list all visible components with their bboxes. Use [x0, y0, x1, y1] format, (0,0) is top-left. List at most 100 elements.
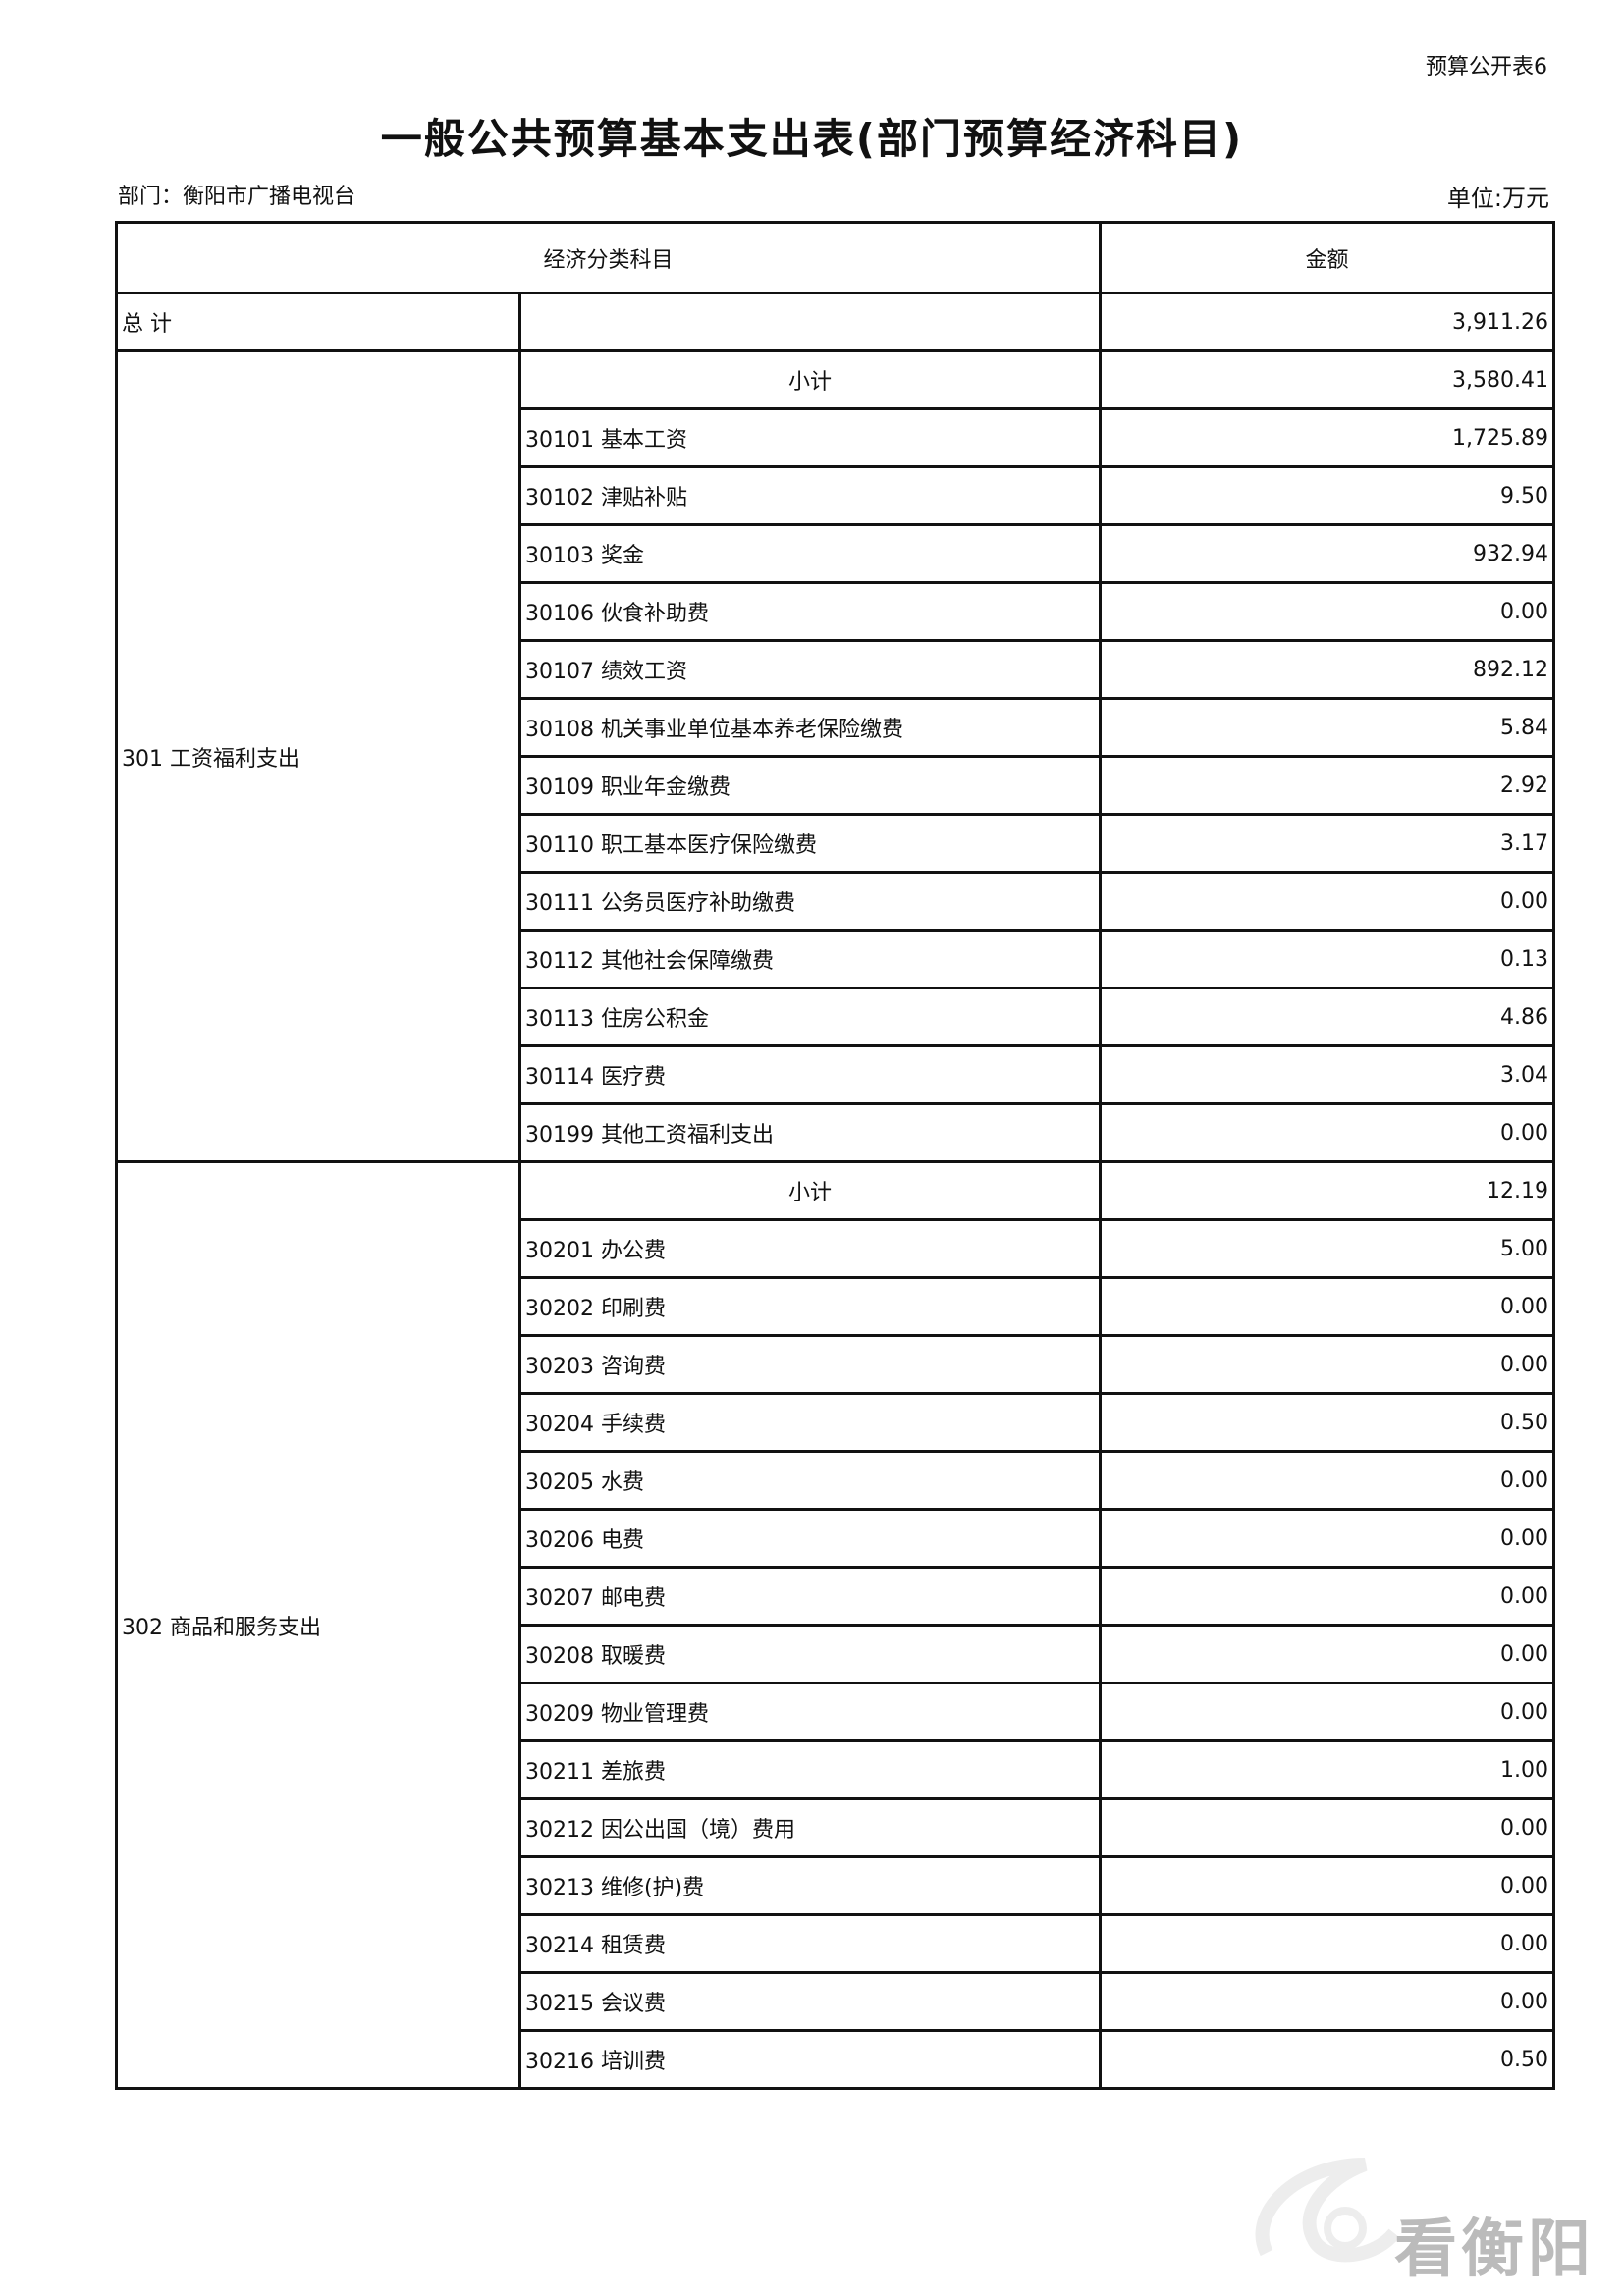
item-label: 30212 因公出国（境）费用	[517, 1797, 1103, 1858]
item-amount: 5.84	[1099, 697, 1556, 758]
table-row: 30208 取暖费 0.00	[117, 1624, 1556, 1684]
item-amount: 9.50	[1099, 465, 1556, 526]
item-label: 30206 电费	[517, 1508, 1103, 1569]
item-amount: 0.00	[1099, 1508, 1556, 1569]
table-row: 30202 印刷费 0.00	[117, 1276, 1556, 1337]
item-label: 30215 会议费	[517, 1971, 1103, 2032]
table-row: 30211 差旅费 1.00	[117, 1739, 1556, 1800]
table-row: 30101 基本工资 1,725.89	[117, 407, 1556, 468]
table-row: 30203 咨询费 0.00	[117, 1334, 1556, 1395]
item-label: 30114 医疗费	[517, 1044, 1103, 1105]
subtotal-row: 302 商品和服务支出 小计 12.19	[115, 1160, 1556, 2090]
table-row: 30113 住房公积金 4.86	[117, 987, 1556, 1047]
table-row: 30204 手续费 0.50	[117, 1392, 1556, 1453]
item-amount: 0.50	[1099, 1392, 1556, 1453]
item-amount: 0.00	[1099, 1913, 1556, 1974]
item-label: 30199 其他工资福利支出	[517, 1102, 1103, 1163]
item-amount: 0.13	[1099, 929, 1556, 989]
item-amount: 3.04	[1099, 1044, 1556, 1105]
item-amount: 0.00	[1099, 1971, 1556, 2032]
item-label: 30113 住房公积金	[517, 987, 1103, 1047]
form-number: 预算公开表6	[1426, 55, 1547, 80]
item-amount: 0.00	[1099, 581, 1556, 642]
item-label: 30209 物业管理费	[517, 1682, 1103, 1742]
watermark-text: 看衡阳	[1394, 2214, 1595, 2286]
item-amount: 932.94	[1099, 523, 1556, 584]
item-amount: 5.00	[1099, 1218, 1556, 1279]
table-row: 30205 水费 0.00	[117, 1450, 1556, 1511]
table-row: 30213 维修(护)费 0.00	[117, 1855, 1556, 1916]
item-label: 30102 津贴补贴	[517, 465, 1103, 526]
total-label: 总 计	[115, 292, 521, 352]
subtotal-amount: 12.19	[1099, 1160, 1556, 1221]
item-label: 30214 租赁费	[517, 1913, 1103, 1974]
table-row: 30212 因公出国（境）费用 0.00	[117, 1797, 1556, 1858]
table-row: 30201 办公费 5.00	[117, 1218, 1556, 1279]
item-label: 30202 印刷费	[517, 1276, 1103, 1337]
table-row: 30199 其他工资福利支出 0.00	[117, 1102, 1556, 1163]
item-label: 30112 其他社会保障缴费	[517, 929, 1103, 989]
subtotal-amount: 3,580.41	[1099, 349, 1556, 410]
item-label: 30110 职工基本医疗保险缴费	[517, 813, 1103, 874]
group-label: 301 工资福利支出	[115, 349, 521, 1163]
subtotal-label: 小计	[517, 349, 1103, 410]
table-row: 30102 津贴补贴 9.50	[117, 465, 1556, 526]
item-amount: 4.86	[1099, 987, 1556, 1047]
table-row: 30214 租赁费 0.00	[117, 1913, 1556, 1974]
unit-label: 单位:万元	[1446, 185, 1549, 212]
total-row: 总 计 3,911.26	[115, 292, 1556, 352]
item-amount: 0.50	[1099, 2029, 1556, 2090]
total-empty-cell	[517, 292, 1103, 352]
page-title: 一般公共预算基本支出表(部门预算经济科目)	[380, 115, 1244, 163]
item-label: 30207 邮电费	[517, 1566, 1103, 1627]
item-amount: 0.00	[1099, 1566, 1556, 1627]
item-amount: 892.12	[1099, 639, 1556, 700]
item-amount: 0.00	[1099, 1276, 1556, 1337]
table-row: 30206 电费 0.00	[117, 1508, 1556, 1569]
item-label: 30101 基本工资	[517, 407, 1103, 468]
item-label: 30205 水费	[517, 1450, 1103, 1511]
subtotal-row: 301 工资福利支出 小计 3,580.41	[115, 349, 1556, 1163]
item-label: 30216 培训费	[517, 2029, 1103, 2090]
total-amount: 3,911.26	[1099, 292, 1556, 352]
table-row: 30209 物业管理费 0.00	[117, 1682, 1556, 1742]
item-amount: 0.00	[1099, 1797, 1556, 1858]
table-row: 30108 机关事业单位基本养老保险缴费 5.84	[117, 697, 1556, 758]
item-label: 30213 维修(护)费	[517, 1855, 1103, 1916]
item-label: 30108 机关事业单位基本养老保险缴费	[517, 697, 1103, 758]
group-label: 302 商品和服务支出	[115, 1160, 521, 2090]
item-amount: 3.17	[1099, 813, 1556, 874]
item-amount: 0.00	[1099, 1102, 1556, 1163]
item-amount: 0.00	[1099, 1682, 1556, 1742]
header-amount: 金额	[1099, 221, 1556, 294]
item-amount: 1.00	[1099, 1739, 1556, 1800]
item-label: 30103 奖金	[517, 523, 1103, 584]
department-label: 部门：衡阳市广播电视台	[118, 185, 356, 209]
subtotal-label: 小计	[517, 1160, 1103, 1221]
table-row: 30106 伙食补助费 0.00	[117, 581, 1556, 642]
watermark-logo-icon	[1255, 2158, 1400, 2263]
item-label: 30204 手续费	[517, 1392, 1103, 1453]
table-row: 30207 邮电费 0.00	[117, 1566, 1556, 1627]
item-label: 30211 差旅费	[517, 1739, 1103, 1800]
table-row: 30107 绩效工资 892.12	[117, 639, 1556, 700]
item-amount: 0.00	[1099, 871, 1556, 932]
header-category: 经济分类科目	[114, 221, 1103, 294]
item-label: 30109 职业年金缴费	[517, 755, 1103, 816]
table-row: 30114 医疗费 3.04	[117, 1044, 1556, 1105]
budget-table: 经济分类科目 金额 总 计 3,911.26 301 工资福利支出 小计 3,580…	[114, 221, 1556, 2090]
table-row: 30111 公务员医疗补助缴费 0.00	[117, 871, 1556, 932]
table-row: 30215 会议费 0.00	[117, 1971, 1556, 2032]
table-row: 30109 职业年金缴费 2.92	[117, 755, 1556, 816]
item-label: 30107 绩效工资	[517, 639, 1103, 700]
table-header-row: 经济分类科目 金额	[114, 221, 1556, 294]
item-label: 30203 咨询费	[517, 1334, 1103, 1395]
item-amount: 0.00	[1099, 1450, 1556, 1511]
item-amount: 0.00	[1099, 1334, 1556, 1395]
table-row: 30112 其他社会保障缴费 0.13	[117, 929, 1556, 989]
item-amount: 0.00	[1099, 1855, 1556, 1916]
item-amount: 2.92	[1099, 755, 1556, 816]
table-row: 30216 培训费 0.50	[117, 2029, 1556, 2090]
item-label: 30208 取暖费	[517, 1624, 1103, 1684]
table-row: 30110 职工基本医疗保险缴费 3.17	[117, 813, 1556, 874]
